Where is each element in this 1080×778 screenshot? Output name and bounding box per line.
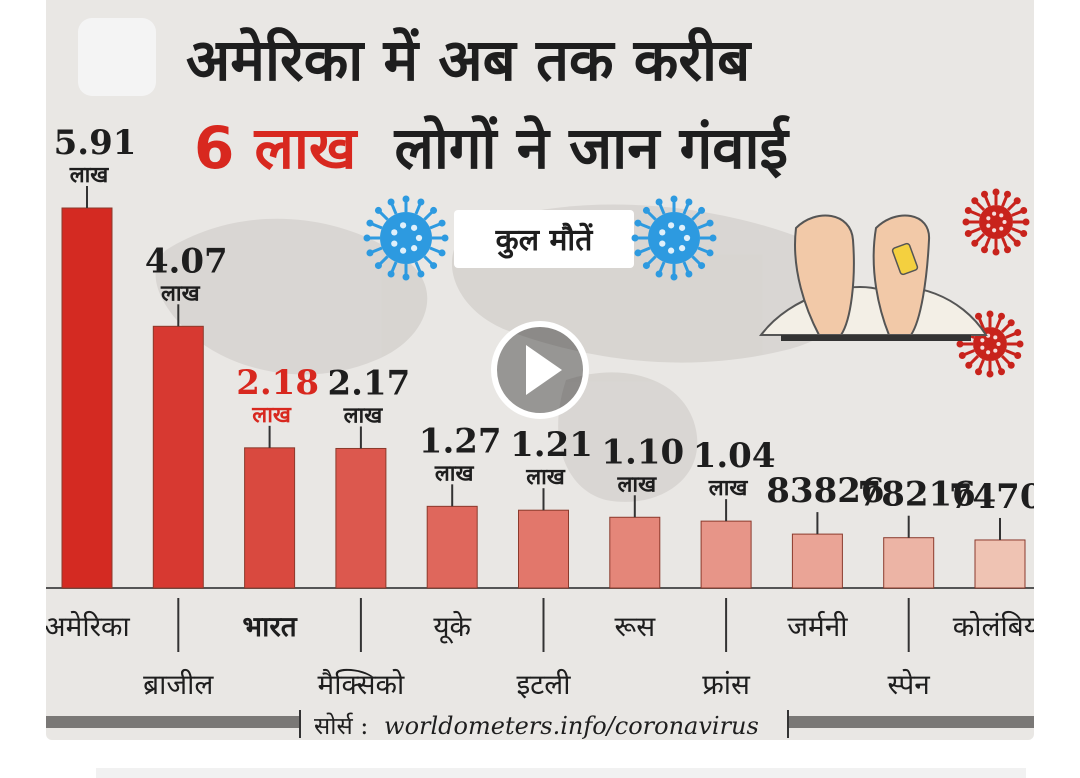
unit-label: लाख (160, 281, 201, 306)
unit-label: लाख (434, 461, 475, 486)
bar (609, 516, 661, 589)
virus-icon (631, 195, 717, 281)
value-label: 2.17 (327, 363, 410, 403)
category-label: इटली (516, 668, 571, 701)
value-label: 2.18 (236, 363, 319, 403)
unit-label: लाख (343, 403, 384, 428)
bar (518, 509, 569, 589)
source-strip: सोर्स : worldometers.info/coronavirus (46, 708, 1034, 740)
title-line-2: 6 लाख लोगों ने जान गंवाई (194, 114, 791, 182)
unit-label: लाख (616, 472, 657, 497)
bar (700, 520, 752, 589)
play-button[interactable] (491, 321, 589, 419)
category-label: फ्रांस (702, 668, 751, 701)
page-divider (96, 768, 1026, 778)
category-label: भारत (242, 610, 297, 643)
bar (244, 447, 296, 589)
unit-label: लाख (708, 476, 749, 501)
play-icon (526, 345, 562, 395)
title-line-1: अमेरिका में अब तक करीब (186, 26, 752, 94)
category-label: अमेरिका (46, 610, 131, 643)
value-label: 1.21 (510, 425, 593, 465)
source-url: worldometers.info/coronavirus (384, 712, 759, 740)
value-label: 74700 (949, 477, 1034, 517)
title-highlight: 6 लाख (194, 114, 359, 182)
value-label: 1.04 (693, 436, 776, 476)
infographic-frame: अमेरिका में अब तक करीब 6 लाख लोगों ने जा… (46, 0, 1034, 740)
bar (335, 447, 387, 589)
value-label: 1.10 (601, 432, 684, 472)
total-deaths-badge: कुल मौतें (454, 210, 634, 268)
source-text: सोर्स : worldometers.info/coronavirus (314, 712, 759, 740)
bar (152, 325, 204, 589)
unit-label: लाख (251, 403, 292, 428)
value-label: 78216 (858, 475, 976, 515)
bar (426, 505, 478, 589)
unit-label: लाख (69, 163, 110, 188)
category-label: रूस (614, 610, 656, 643)
bar (791, 533, 843, 589)
badge-label: कुल मौतें (495, 222, 595, 259)
category-label: कोलंबिया (953, 610, 1034, 643)
category-label: मैक्सिको (318, 668, 406, 701)
category-label: स्पेन (888, 668, 931, 701)
value-label: 4.07 (145, 241, 228, 281)
bar (883, 537, 935, 589)
unit-label: लाख (525, 465, 566, 490)
bar (974, 539, 1026, 589)
category-label: यूके (433, 610, 471, 644)
bar (61, 207, 113, 589)
value-label: 5.91 (54, 123, 137, 163)
source-label: सोर्स : (314, 712, 368, 740)
feet-icon (758, 214, 988, 341)
virus-icon (962, 188, 1030, 256)
value-label: 83826 (766, 471, 884, 511)
category-label: ब्राजील (143, 668, 214, 701)
title-line-2-rest: लोगों ने जान गंवाई (394, 114, 791, 182)
category-label: जर्मनी (787, 610, 848, 643)
avatar (78, 18, 156, 96)
value-label: 1.27 (419, 421, 502, 461)
death-toll-bar-chart: अमेरिका में अब तक करीब 6 लाख लोगों ने जा… (46, 26, 1034, 740)
virus-icon (363, 195, 449, 281)
